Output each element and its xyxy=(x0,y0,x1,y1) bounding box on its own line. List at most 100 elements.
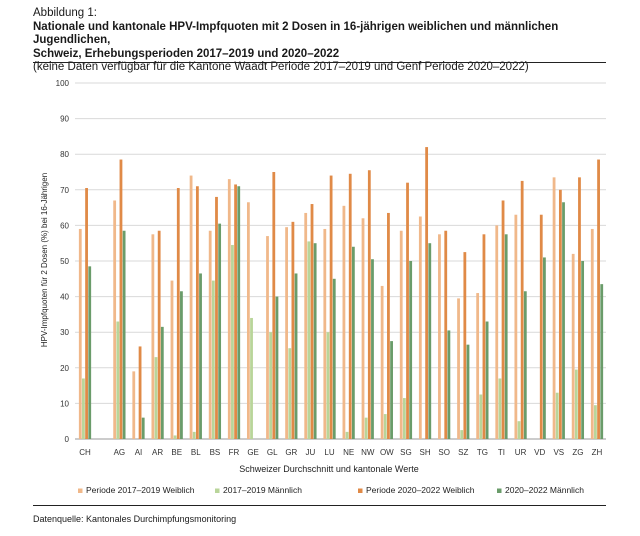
bar-NW-series-3 xyxy=(367,170,371,439)
legend-label: Periode 2020–2022 Weiblich xyxy=(366,485,475,495)
legend-label: Periode 2017–2019 Weiblich xyxy=(86,485,195,495)
bar-BS-series-1 xyxy=(208,230,212,439)
y-tick-label: 70 xyxy=(60,186,69,195)
bar-NW-series-4 xyxy=(371,259,374,439)
top-rule xyxy=(33,62,606,63)
bar-FR-series-3 xyxy=(234,184,237,439)
bar-GE-series-1 xyxy=(246,202,250,439)
bar-BL-series-4 xyxy=(199,273,202,439)
x-axis-label: Schweizer Durchschnitt und kantonale Wer… xyxy=(239,464,418,474)
bar-NW-series-1 xyxy=(361,218,365,439)
bar-AG-series-3 xyxy=(119,159,123,440)
bar-GL-series-3 xyxy=(272,172,276,439)
bar-SG-series-4 xyxy=(409,261,413,439)
bar-BE-series-3 xyxy=(176,188,180,439)
x-tick-label: JU xyxy=(306,448,316,457)
bar-GL-series-2 xyxy=(269,332,273,439)
bar-GL-series-4 xyxy=(275,296,279,439)
bar-BE-series-1 xyxy=(170,280,174,439)
bar-TG-series-1 xyxy=(476,293,480,439)
bar-CH-series-4 xyxy=(88,266,92,439)
bar-ZG-series-4 xyxy=(581,261,585,439)
bar-BL-series-1 xyxy=(189,175,193,439)
bar-JU-series-4 xyxy=(313,243,317,439)
x-tick-label: FR xyxy=(229,448,240,457)
bar-BL-series-3 xyxy=(195,186,199,439)
bars xyxy=(78,147,604,440)
bar-FR-series-4 xyxy=(237,186,241,439)
bar-GE-series-2 xyxy=(250,317,253,439)
legend-swatch xyxy=(78,488,83,493)
bar-UR-series-3 xyxy=(520,180,524,439)
bar-ZG-series-2 xyxy=(574,369,578,439)
bar-UR-series-1 xyxy=(514,214,518,439)
bar-VS-series-2 xyxy=(555,392,559,439)
bar-ZG-series-3 xyxy=(578,177,581,439)
legend-swatch xyxy=(497,488,502,493)
bar-SO-series-1 xyxy=(438,234,441,439)
bar-UR-series-4 xyxy=(523,291,527,439)
y-tick-label: 90 xyxy=(60,115,69,124)
bar-NE-series-4 xyxy=(351,246,355,439)
bar-LU-series-3 xyxy=(329,175,333,439)
bar-AR-series-1 xyxy=(151,234,155,439)
x-tick-label: TG xyxy=(477,448,488,457)
x-tick-label: SO xyxy=(438,448,450,457)
bar-VS-series-4 xyxy=(562,202,565,439)
bar-VS-series-1 xyxy=(552,177,556,439)
y-axis-label: HPV-Impfquoten für 2 Dosen (%) bei 16-Jä… xyxy=(40,173,49,347)
bar-AG-series-1 xyxy=(113,200,117,439)
bar-BS-series-4 xyxy=(218,223,222,439)
bar-VD-series-4 xyxy=(543,257,546,439)
bar-ZH-series-3 xyxy=(597,159,600,440)
bar-TG-series-2 xyxy=(479,394,483,439)
bar-GR-series-4 xyxy=(294,273,298,439)
bar-GL-series-1 xyxy=(266,236,269,439)
x-tick-label: AR xyxy=(152,448,163,457)
bar-AG-series-2 xyxy=(116,321,120,439)
bar-LU-series-2 xyxy=(326,332,330,439)
bar-BE-series-4 xyxy=(180,291,183,439)
x-tick-label: NE xyxy=(343,448,354,457)
bar-SH-series-4 xyxy=(428,243,432,439)
bar-BE-series-2 xyxy=(173,435,177,439)
bar-AI-series-1 xyxy=(132,371,136,439)
x-tick-label: TI xyxy=(498,448,505,457)
bar-SZ-series-4 xyxy=(466,344,470,439)
bar-ZH-series-1 xyxy=(590,228,594,439)
bar-FR-series-2 xyxy=(231,244,234,439)
legend: Periode 2017–2019 Weiblich 2017–2019 Männ… xyxy=(78,485,584,495)
bar-CH-series-2 xyxy=(82,378,85,439)
bar-AR-series-3 xyxy=(157,230,161,439)
y-tick-label: 60 xyxy=(60,221,69,230)
bar-TG-series-3 xyxy=(482,234,486,439)
bar-SO-series-4 xyxy=(447,330,451,439)
x-tick-label: SZ xyxy=(458,448,468,457)
y-tick-label: 80 xyxy=(60,150,69,159)
bar-OW-series-4 xyxy=(390,341,393,439)
x-tick-label: CH xyxy=(79,448,91,457)
data-source: Datenquelle: Kantonales Durchimpfungsmon… xyxy=(33,514,237,524)
bar-TI-series-4 xyxy=(504,234,508,439)
x-tick-label: BL xyxy=(191,448,201,457)
bar-NE-series-3 xyxy=(348,173,352,439)
bar-TI-series-3 xyxy=(501,200,505,439)
y-tick-labels: 0 10 20 30 40 50 60 70 80 90 100 xyxy=(56,79,70,444)
bar-SG-series-3 xyxy=(406,182,409,439)
bar-SG-series-2 xyxy=(402,398,406,439)
bar-VD-series-3 xyxy=(539,214,543,439)
bar-SO-series-3 xyxy=(444,230,448,439)
bar-NE-series-2 xyxy=(345,431,349,439)
y-tick-label: 10 xyxy=(60,399,69,408)
bar-ZH-series-2 xyxy=(594,405,597,439)
bar-OW-series-3 xyxy=(387,212,390,439)
bar-CH-series-3 xyxy=(85,188,88,439)
bar-AR-series-2 xyxy=(154,357,158,439)
bar-JU-series-3 xyxy=(310,204,314,439)
bar-OW-series-2 xyxy=(383,414,387,439)
legend-swatch xyxy=(358,488,363,493)
x-tick-label: SH xyxy=(419,448,430,457)
figure-header: Abbildung 1: Nationale und kantonale HPV… xyxy=(33,7,613,75)
bar-ZG-series-1 xyxy=(571,253,575,439)
bar-NE-series-1 xyxy=(342,205,346,439)
